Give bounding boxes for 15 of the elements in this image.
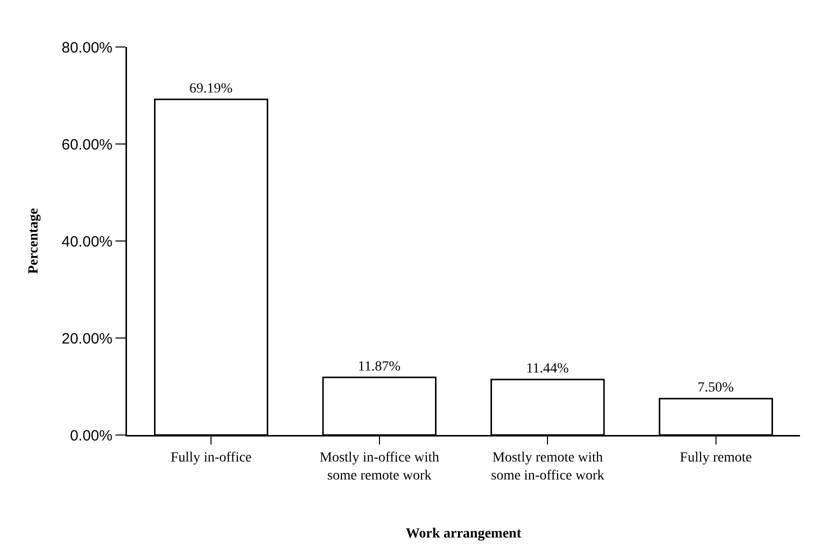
x-axis-title: Work arrangement bbox=[406, 526, 522, 542]
data-label: 11.87% bbox=[358, 359, 401, 374]
data-label: 11.44% bbox=[526, 362, 570, 377]
y-tick-label: 40.00% bbox=[62, 233, 112, 250]
x-tick-label: Mostly in-office with some remote work bbox=[320, 450, 440, 484]
data-label: 69.19% bbox=[189, 81, 233, 96]
x-tick-label: Fully in-office bbox=[170, 450, 252, 466]
x-tick-label: Fully remote bbox=[680, 450, 752, 466]
y-tick-label: 60.00% bbox=[62, 136, 112, 154]
y-tick-label: 80.00% bbox=[62, 39, 112, 56]
x-tick-label: Mostly remote with some in-office work bbox=[490, 450, 604, 484]
y-tick-label: 20.00% bbox=[62, 330, 112, 348]
data-label: 7.50% bbox=[698, 380, 734, 396]
y-axis-title: Percentage bbox=[26, 208, 42, 274]
y-tick-label: 0.00% bbox=[70, 427, 112, 444]
